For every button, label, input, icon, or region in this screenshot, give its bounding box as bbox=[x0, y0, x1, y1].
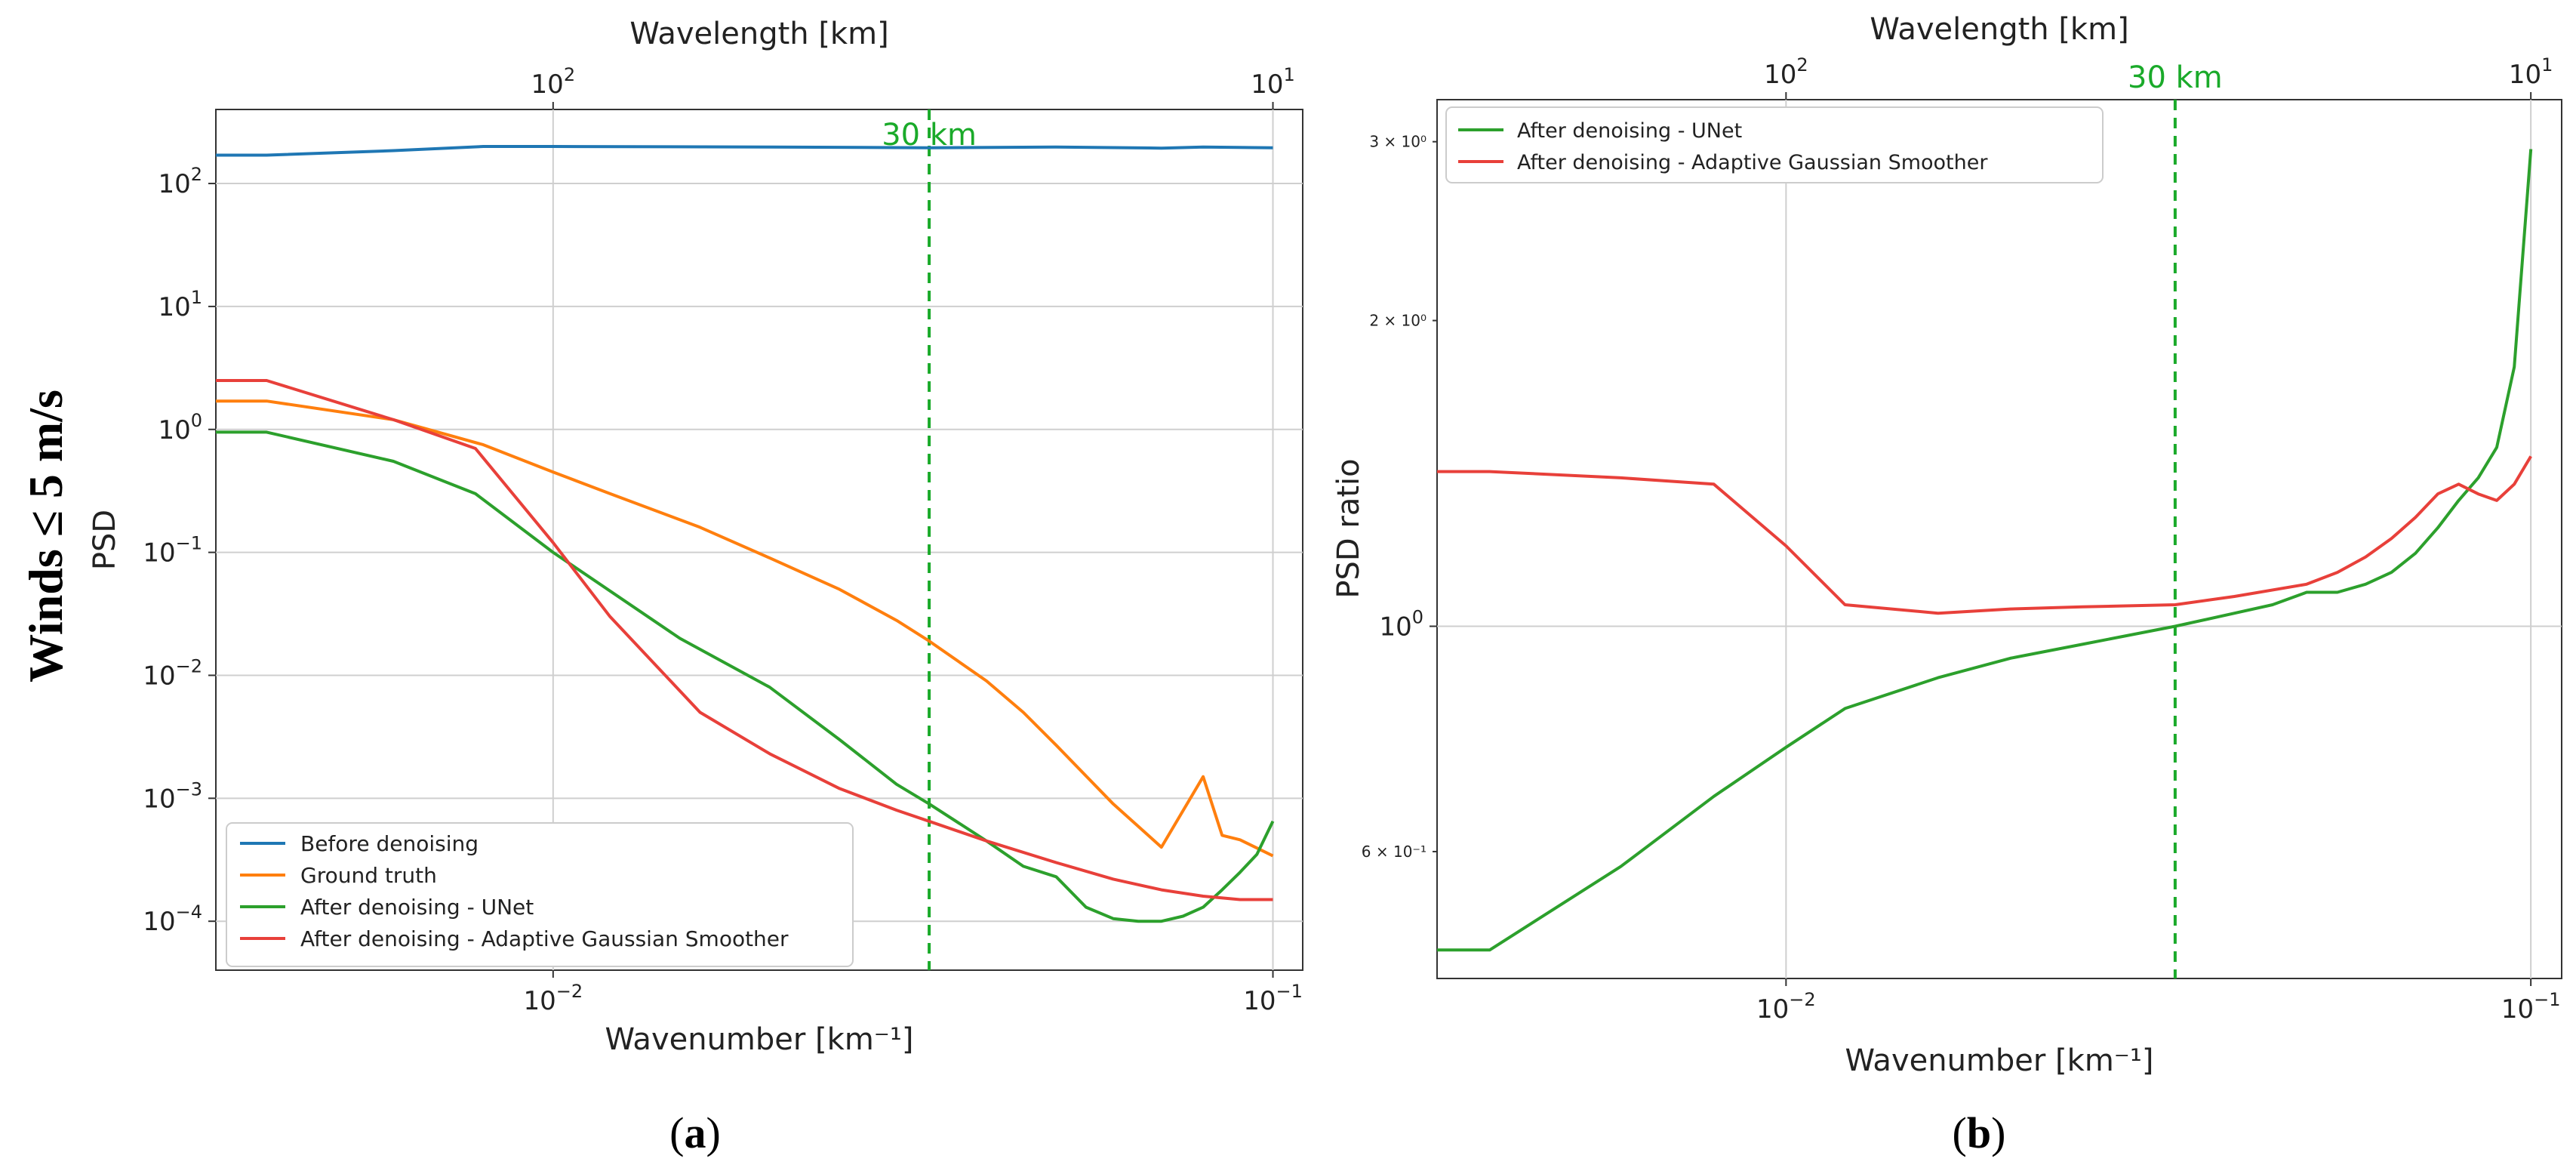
panel-a-legend-box bbox=[226, 822, 854, 967]
y-tick-label: 10−4 bbox=[143, 901, 202, 937]
panel-b-legend-box bbox=[1445, 106, 2104, 183]
panel-b-label: (b) bbox=[1953, 1108, 2006, 1157]
panel-b-plot-frame bbox=[1436, 99, 2562, 979]
panel-a-label: (a) bbox=[669, 1108, 721, 1157]
panel-b-top-axis-label: Wavelength [km] bbox=[1870, 12, 2128, 47]
panel-b-vline-label: 30 km bbox=[2128, 60, 2223, 95]
panel-b-tick-labels: 10−2 10−1 102 101 100 3 × 10⁰ 2 × 10⁰ 6 × 10⁻¹ bbox=[1362, 54, 2561, 1025]
x-tick-label: 10−1 bbox=[2501, 989, 2561, 1025]
top-tick-label: 102 bbox=[1764, 54, 1808, 90]
series-line-2 bbox=[216, 430, 1275, 923]
panel-b-legend: After denoising - UNet After denoising -… bbox=[1445, 106, 2104, 183]
series-line-0 bbox=[1437, 149, 2533, 952]
top-tick-label: 101 bbox=[2509, 54, 2553, 90]
y-minor-tick-label: 3 × 10⁰ bbox=[1369, 133, 1426, 151]
legend-label-ags: After denoising - Adaptive Gaussian Smoo… bbox=[300, 926, 789, 951]
panel-a-series bbox=[216, 145, 1275, 923]
legend-label-ags: After denoising - Adaptive Gaussian Smoo… bbox=[1517, 151, 1988, 174]
series-line-1 bbox=[1437, 455, 2532, 615]
legend-label-ground-truth: Ground truth bbox=[300, 863, 437, 888]
legend-label-unet: After denoising - UNet bbox=[300, 895, 534, 920]
panel-b-x-axis-label: Wavenumber [km⁻¹] bbox=[1845, 1043, 2153, 1078]
panel-a-x-axis-label: Wavenumber [km⁻¹] bbox=[605, 1022, 913, 1057]
y-tick-label: 10−2 bbox=[143, 655, 202, 691]
legend-label-unet: After denoising - UNet bbox=[1517, 119, 1742, 143]
y-minor-tick-label: 6 × 10⁻¹ bbox=[1362, 843, 1426, 861]
y-tick-label: 102 bbox=[158, 164, 202, 199]
panel-b-y-axis-label: PSD ratio bbox=[1331, 458, 1366, 598]
panel-b-series bbox=[1437, 149, 2533, 952]
x-tick-label: 10−2 bbox=[523, 981, 583, 1016]
legend-label-before: Before denoising bbox=[300, 831, 479, 856]
y-tick-label: 10−1 bbox=[143, 533, 202, 569]
panel-a-vline-label: 30 km bbox=[882, 118, 977, 153]
panel-a-y-axis-label: PSD bbox=[88, 510, 122, 570]
y-minor-tick-label: 2 × 10⁰ bbox=[1369, 312, 1426, 330]
panel-a-top-axis-label: Wavelength [km] bbox=[629, 17, 888, 51]
panel-b-grid bbox=[1437, 100, 2562, 978]
y-tick-label: 100 bbox=[158, 410, 202, 445]
top-tick-label: 101 bbox=[1251, 64, 1295, 100]
series-line-1 bbox=[216, 399, 1274, 858]
series-line-3 bbox=[216, 379, 1273, 901]
panel-a-tick-labels: 10−2 10−1 102 101 102 101 100 10−1 10−2 10−3 10−4 bbox=[143, 64, 1303, 1016]
y-tick-label: 10−3 bbox=[143, 778, 202, 814]
y-tick-label: 100 bbox=[1379, 607, 1423, 643]
x-tick-label: 10−1 bbox=[1243, 981, 1303, 1016]
top-tick-label: 102 bbox=[531, 64, 576, 100]
panel-a-legend: Before denoising Ground truth After deno… bbox=[226, 822, 854, 967]
series-line-0 bbox=[216, 145, 1273, 157]
x-tick-label: 10−2 bbox=[1756, 989, 1816, 1025]
y-tick-label: 101 bbox=[158, 287, 202, 322]
row-label: Winds ≤ 5 m/s bbox=[19, 390, 72, 683]
